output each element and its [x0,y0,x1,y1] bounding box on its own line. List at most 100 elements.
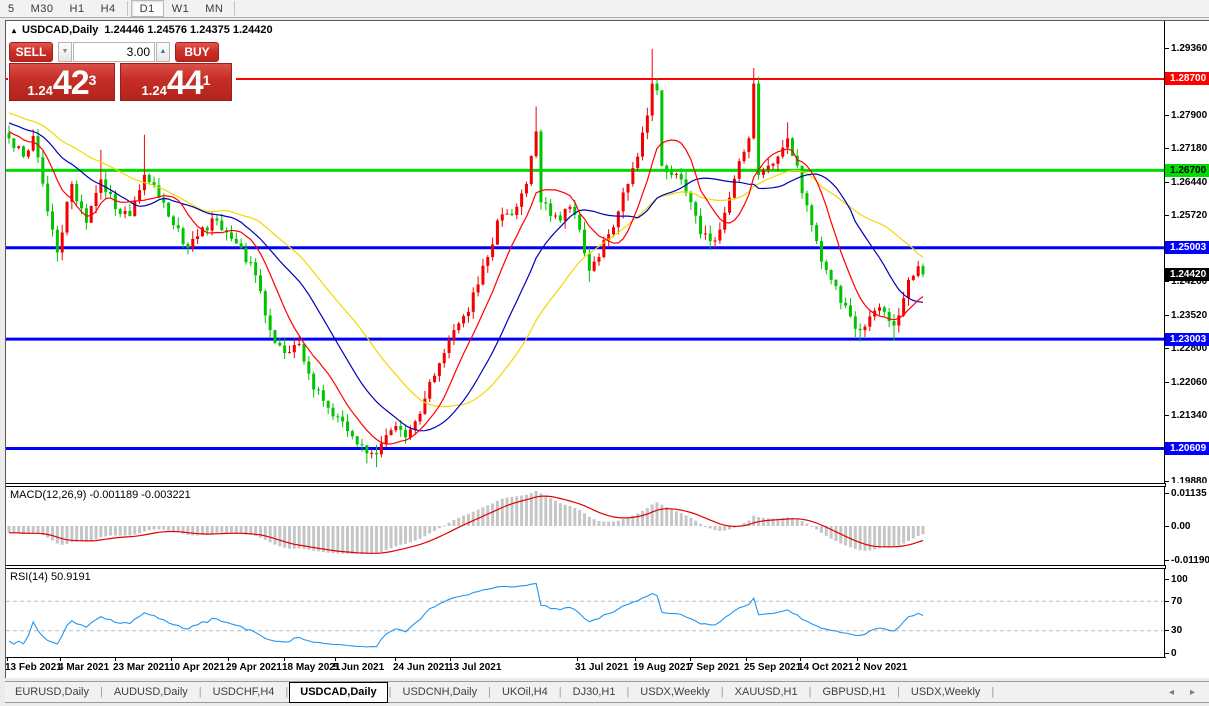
date-label: 13 Jul 2021 [448,662,502,673]
buy-price-big: 44 [166,64,204,102]
date-tick [800,658,801,661]
date-label: 7 Sep 2021 [688,662,740,673]
chart-tab-usdcad[interactable]: USDCAD,Daily [289,681,388,703]
date-tick [746,658,747,661]
timeframe-toolbar: 5 M30 H1 H4 D1 W1 MN [0,0,1209,18]
chart-tab-dj30[interactable]: DJ30,H1 [572,686,616,698]
volume-decrease-button[interactable]: ▼ [58,41,72,62]
timeframe-button-h1[interactable]: H1 [69,3,85,15]
chart-tab-gbpusd[interactable]: GBPUSD,H1 [822,686,887,698]
price-axis[interactable]: 1.293601.286401.279001.271801.264401.257… [1165,21,1209,483]
price-tick: 1.29360 [1165,43,1207,55]
date-label: 29 Apr 2021 [226,662,282,673]
sell-price-box[interactable]: 1.24 42 3 [9,63,115,101]
tab-separator: | [991,686,995,698]
macd-signal-line [8,495,924,554]
sell-price-big: 42 [52,64,90,102]
tab-separator: | [488,686,491,698]
one-click-trading-panel: SELL ▼ ▲ BUY 1.24 42 3 1.24 44 [8,40,236,102]
panel-separator[interactable] [6,565,1166,569]
price-tick: 1.22060 [1165,376,1207,388]
chart-tab-audusd[interactable]: AUDUSD,Daily [113,686,188,698]
timeframe-button-h4[interactable]: H4 [100,3,116,15]
price-badge: 1.26700 [1165,163,1209,177]
panel-separator[interactable] [6,483,1166,487]
tab-scroll-left-icon[interactable]: ◂ [1168,686,1174,698]
rsi-bottom-border [6,657,1166,658]
price-badge: 1.23003 [1165,332,1209,346]
macd-histogram [7,491,925,555]
price-tick: 1.27900 [1165,110,1207,122]
chart-tab-usdx[interactable]: USDX,Weekly [910,686,981,698]
chart-tab-usdx[interactable]: USDX,Weekly [640,686,710,698]
price-tick: 1.19880 [1165,476,1207,483]
price-tick: 1.25720 [1165,209,1207,221]
chart-tab-usdcnh[interactable]: USDCNH,Daily [402,686,478,698]
timeframe-button-m30[interactable]: M30 [30,3,54,15]
date-label: 19 Aug 2021 [633,662,691,673]
date-tick [171,658,172,661]
price-tick: 1.24260 [1165,276,1207,288]
price-tick: 1.23520 [1165,310,1207,322]
price-tick: 1.26440 [1165,176,1207,188]
chart-collapse-icon[interactable]: ▴ [12,25,17,35]
date-axis[interactable]: 13 Feb 2021 4 Mar 2021 23 Mar 2021 10 Apr 2… [6,658,1209,678]
date-tick [635,658,636,661]
price-tick: 1.21340 [1165,409,1207,421]
rsi-chart-area[interactable]: RSI(14) 50.9191 [6,569,1166,657]
rsi-axis: 100 70 30 0 [1165,569,1209,657]
date-tick [60,658,61,661]
date-label: 14 Oct 2021 [798,662,854,673]
timeframe-button-d1[interactable]: D1 [130,0,164,17]
tab-separator: | [808,686,812,698]
price-badge: 1.24420 [1165,267,1209,281]
macd-panel: MACD(12,26,9) -0.001189 -0.003221 0.0113… [6,487,1209,565]
date-tick [335,658,336,661]
date-tick [284,658,285,661]
timeframe-button-w1[interactable]: W1 [171,3,190,15]
toolbar-separator [234,1,236,16]
date-tick [450,658,451,661]
sell-button[interactable]: SELL [9,41,53,62]
tab-separator: | [558,686,562,698]
price-panel: ▴ USDCAD,Daily 1.24446 1.24576 1.24375 1… [6,21,1209,483]
date-label: 4 Mar 2021 [58,662,110,673]
rsi-panel: RSI(14) 50.9191 100 70 30 0 [6,569,1209,657]
buy-price-prefix: 1.24 [141,83,167,98]
volume-input[interactable] [73,41,155,62]
volume-increase-button[interactable]: ▲ [156,41,170,62]
chart-tab-eurusd[interactable]: EURUSD,Daily [15,686,89,698]
price-chart-area[interactable]: ▴ USDCAD,Daily 1.24446 1.24576 1.24375 1… [6,21,1166,483]
rsi-chart [6,582,1165,648]
buy-price-box[interactable]: 1.24 44 1 [120,63,232,101]
rsi-label: RSI(14) 50.9191 [10,571,91,583]
tab-scroll-right-icon[interactable]: ▸ [1189,686,1195,698]
rsi-line [8,582,924,648]
down-arrow-icon: ▼ [61,48,69,55]
candlestick-chart [6,48,1165,468]
buy-button[interactable]: BUY [175,41,219,62]
chart-tab-ukoil[interactable]: UKOil,H4 [501,686,548,698]
rsi-tick: 100 [1165,573,1188,585]
date-label: 24 Jun 2021 [393,662,450,673]
chart-tab-xauusd[interactable]: XAUUSD,H1 [734,686,798,698]
macd-chart-area[interactable]: MACD(12,26,9) -0.001189 -0.003221 [6,487,1166,565]
date-label: 25 Sep 2021 [744,662,802,673]
timeframe-button-5[interactable]: 5 [8,3,15,15]
rsi-tick: 30 [1165,625,1182,637]
buy-price-sup: 1 [202,72,211,88]
tab-separator: | [626,686,630,698]
date-label: 13 Feb 2021 [6,662,62,673]
chart-tab-usdchf[interactable]: USDCHF,H4 [212,686,275,698]
price-badge: 1.28700 [1165,72,1209,86]
tab-separator: | [388,686,392,698]
macd-label: MACD(12,26,9) -0.001189 -0.003221 [10,489,191,501]
rsi-tick: 0 [1165,647,1177,658]
date-tick [857,658,858,661]
timeframe-button-mn[interactable]: MN [205,3,224,15]
tab-separator: | [285,686,289,698]
date-label: 18 May 2021 [282,662,341,673]
horizontal-level-lines [6,77,1165,450]
candlestick-series [7,48,925,468]
price-tick: 1.22800 [1165,342,1207,354]
